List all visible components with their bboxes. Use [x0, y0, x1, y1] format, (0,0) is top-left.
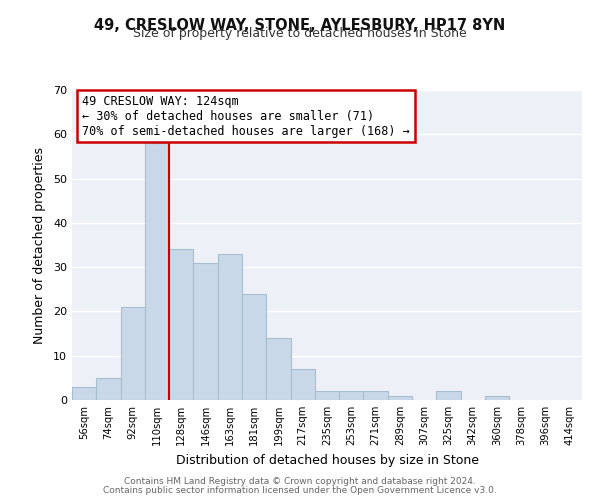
- Bar: [72, 386, 96, 400]
- Bar: [485, 396, 509, 400]
- Bar: [218, 254, 242, 400]
- Bar: [145, 143, 169, 400]
- Bar: [315, 391, 339, 400]
- X-axis label: Distribution of detached houses by size in Stone: Distribution of detached houses by size …: [176, 454, 479, 466]
- Bar: [96, 378, 121, 400]
- Bar: [169, 250, 193, 400]
- Text: 49, CRESLOW WAY, STONE, AYLESBURY, HP17 8YN: 49, CRESLOW WAY, STONE, AYLESBURY, HP17 …: [94, 18, 506, 32]
- Bar: [121, 307, 145, 400]
- Text: Size of property relative to detached houses in Stone: Size of property relative to detached ho…: [133, 28, 467, 40]
- Bar: [339, 391, 364, 400]
- Bar: [364, 391, 388, 400]
- Bar: [193, 262, 218, 400]
- Text: Contains public sector information licensed under the Open Government Licence v3: Contains public sector information licen…: [103, 486, 497, 495]
- Text: 49 CRESLOW WAY: 124sqm
← 30% of detached houses are smaller (71)
70% of semi-det: 49 CRESLOW WAY: 124sqm ← 30% of detached…: [82, 94, 410, 138]
- Bar: [290, 369, 315, 400]
- Bar: [266, 338, 290, 400]
- Bar: [436, 391, 461, 400]
- Bar: [388, 396, 412, 400]
- Text: Contains HM Land Registry data © Crown copyright and database right 2024.: Contains HM Land Registry data © Crown c…: [124, 477, 476, 486]
- Bar: [242, 294, 266, 400]
- Y-axis label: Number of detached properties: Number of detached properties: [33, 146, 46, 344]
